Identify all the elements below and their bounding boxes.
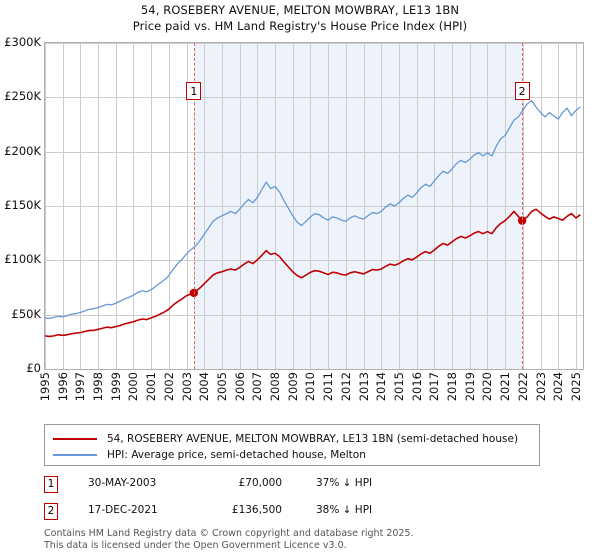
x-tick-label: 2010 bbox=[303, 372, 318, 402]
x-tick-label: 2005 bbox=[214, 372, 229, 402]
event-marker-box: 1 bbox=[186, 82, 202, 100]
transaction-price-1: £70,000 bbox=[238, 477, 282, 489]
transaction-price-2: £136,500 bbox=[231, 504, 282, 516]
transaction-date-1: 30-MAY-2003 bbox=[88, 477, 157, 489]
legend: 54, ROSEBERY AVENUE, MELTON MOWBRAY, LE1… bbox=[44, 424, 540, 466]
legend-item-hpi: HPI: Average price, semi-detached house,… bbox=[53, 447, 366, 463]
transaction-index-2: 2 bbox=[44, 503, 58, 520]
page-title: 54, ROSEBERY AVENUE, MELTON MOWBRAY, LE1… bbox=[140, 3, 460, 17]
legend-label-price-paid: 54, ROSEBERY AVENUE, MELTON MOWBRAY, LE1… bbox=[107, 433, 519, 445]
x-tick-label: 2001 bbox=[144, 372, 159, 402]
x-tick-label: 2024 bbox=[551, 372, 566, 402]
x-tick-label: 2021 bbox=[498, 372, 513, 402]
footer: Contains HM Land Registry data © Crown c… bbox=[44, 528, 584, 551]
y-tick-label: £0 bbox=[26, 361, 41, 375]
x-tick-label: 1995 bbox=[38, 372, 52, 402]
legend-item-price-paid: 54, ROSEBERY AVENUE, MELTON MOWBRAY, LE1… bbox=[53, 431, 518, 447]
y-tick-label: £300K bbox=[4, 35, 41, 49]
event-vline bbox=[522, 43, 524, 369]
x-tick-label: 2002 bbox=[161, 372, 176, 402]
legend-swatch-hpi bbox=[53, 454, 97, 456]
event-vline bbox=[193, 43, 195, 369]
x-tick-label: 2017 bbox=[427, 372, 442, 402]
y-tick-label: £250K bbox=[4, 89, 41, 104]
x-tick-label: 2015 bbox=[391, 372, 406, 402]
y-tick-label: £50K bbox=[11, 306, 42, 321]
x-tick-label: 2020 bbox=[480, 372, 495, 402]
series-path bbox=[45, 99, 581, 320]
x-tick-label: 2012 bbox=[338, 372, 353, 402]
x-tick-label: 1996 bbox=[55, 372, 70, 402]
x-tick-label: 2009 bbox=[285, 372, 300, 402]
page-subtitle: Price paid vs. HM Land Registry's House … bbox=[132, 19, 468, 33]
y-tick-label: £150K bbox=[4, 198, 41, 212]
x-tick-label: 2013 bbox=[356, 372, 371, 402]
x-tick-label: 2003 bbox=[179, 372, 194, 402]
x-tick-label: 2023 bbox=[533, 372, 548, 402]
x-tick-label: 2008 bbox=[268, 372, 283, 402]
legend-swatch-price-paid bbox=[53, 438, 97, 440]
x-tick-label: 2000 bbox=[126, 372, 141, 402]
x-tick-label: 2016 bbox=[409, 372, 424, 402]
transaction-hpi-delta-1: 37% ↓ HPI bbox=[316, 477, 373, 489]
event-marker-box: 2 bbox=[514, 82, 530, 100]
x-tick-label: 2007 bbox=[250, 372, 265, 402]
legend-label-hpi: HPI: Average price, semi-detached house,… bbox=[107, 449, 366, 461]
x-tick-label: 2004 bbox=[197, 372, 212, 402]
x-tick-label: 2022 bbox=[515, 372, 530, 402]
plot-area bbox=[44, 42, 584, 370]
x-tick-label: 1998 bbox=[91, 372, 106, 402]
y-axis-labels: £0 £50K £100K £150K £200K £250K £300K bbox=[0, 35, 44, 375]
transaction-date-2: 17-DEC-2021 bbox=[88, 504, 158, 516]
footer-licence: This data is licensed under the Open Gov… bbox=[44, 539, 347, 551]
x-tick-label: 2011 bbox=[321, 372, 336, 402]
transaction-hpi-delta-2: 38% ↓ HPI bbox=[316, 504, 373, 516]
x-tick-label: 2018 bbox=[445, 372, 460, 402]
series-lines bbox=[45, 99, 581, 338]
transaction-index-1: 1 bbox=[44, 476, 58, 493]
y-tick-label: £100K bbox=[4, 252, 41, 267]
x-tick-label: 1999 bbox=[108, 372, 123, 402]
series-path bbox=[45, 208, 581, 338]
footer-copyright: Contains HM Land Registry data © Crown c… bbox=[44, 528, 414, 539]
chart-title: 54, ROSEBERY AVENUE, MELTON MOWBRAY, LE1… bbox=[0, 2, 600, 34]
x-tick-label: 1997 bbox=[73, 372, 88, 402]
x-axis-labels: 1995 1996 1997 1998 1999 2000 2001 2002 2003 2004… bbox=[38, 372, 584, 416]
x-tick-label: 2006 bbox=[232, 372, 247, 402]
x-tick-label: 2025 bbox=[568, 372, 583, 402]
x-tick-label: 2019 bbox=[462, 372, 477, 402]
y-tick-label: £200K bbox=[4, 143, 41, 158]
x-tick-label: 2014 bbox=[374, 372, 389, 402]
